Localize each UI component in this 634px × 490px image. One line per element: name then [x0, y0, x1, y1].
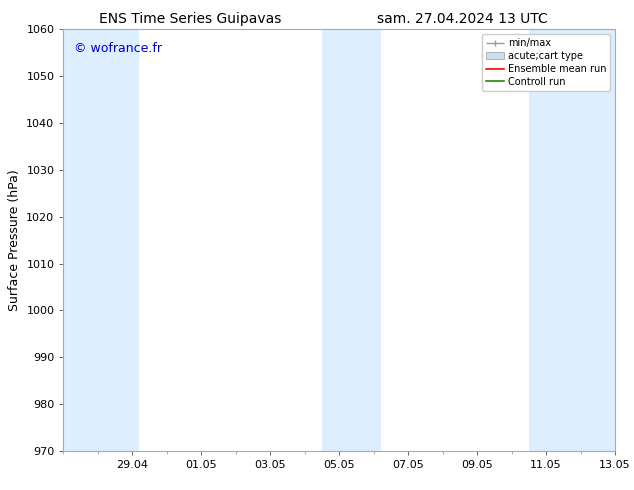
Text: © wofrance.fr: © wofrance.fr — [74, 42, 162, 55]
Text: sam. 27.04.2024 13 UTC: sam. 27.04.2024 13 UTC — [377, 12, 548, 26]
Bar — [63, 29, 139, 451]
Bar — [322, 29, 380, 451]
Legend: min/max, acute;cart type, Ensemble mean run, Controll run: min/max, acute;cart type, Ensemble mean … — [482, 34, 610, 91]
Y-axis label: Surface Pressure (hPa): Surface Pressure (hPa) — [8, 169, 21, 311]
Text: ENS Time Series Guipavas: ENS Time Series Guipavas — [99, 12, 281, 26]
Bar — [529, 29, 615, 451]
